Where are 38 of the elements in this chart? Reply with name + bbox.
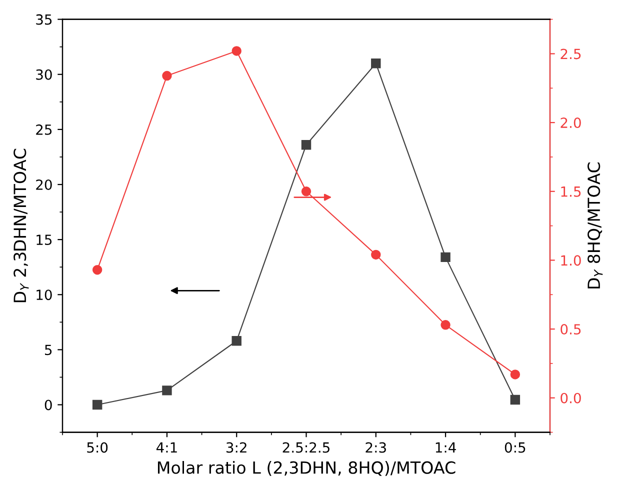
point — [162, 386, 172, 396]
y-tick-label: 5 — [45, 344, 52, 356]
y-tick-label: 25 — [36, 124, 52, 135]
x-tick-label: 2:3 — [366, 442, 386, 453]
y-tick-label: 0 — [44, 400, 52, 410]
y2-tick-label: 1.5 — [561, 186, 581, 197]
point — [440, 252, 450, 262]
x-tick-label: 3:2 — [226, 442, 246, 453]
point — [440, 320, 450, 330]
x-axis-title: Molar ratio L (2,3DHN, 8HQ)/MTOAC — [158, 461, 456, 476]
point — [162, 70, 172, 81]
point — [510, 394, 520, 405]
y-tick-label: 30 — [36, 69, 52, 80]
y-tick-label: 35 — [36, 14, 52, 25]
x-tick-label: 2.5:2.5 — [282, 442, 330, 453]
point — [232, 336, 242, 346]
y-axis-title: D$_{Y}$ 2,3DHN/MTOAC — [14, 148, 29, 302]
x-tick-label: 5:0 — [87, 442, 108, 453]
y2-tick-label: 2.5 — [560, 48, 581, 60]
y2-tick-label: 2.0 — [560, 118, 581, 128]
point — [371, 250, 381, 260]
point — [371, 58, 381, 68]
y2-tick-label: 0.0 — [560, 392, 581, 404]
x-tick-label: 0:5 — [504, 442, 526, 453]
point — [510, 370, 520, 380]
y-tick-label: 15 — [36, 234, 52, 246]
y-tick-label: 10 — [36, 290, 52, 300]
y2-tick-label: 0.5 — [560, 324, 581, 335]
x-tick-label: 1:4 — [436, 442, 456, 453]
x-tick-label: 4:1 — [156, 442, 177, 453]
y2-tick-label: 1.0 — [561, 255, 581, 266]
y2-axis-title: D$_{Y}$ 8HQ/MTOAC — [588, 162, 603, 288]
point — [92, 400, 102, 410]
y-tick-label: 20 — [36, 179, 52, 190]
point — [301, 186, 312, 196]
point — [232, 46, 242, 56]
point — [92, 264, 102, 275]
point — [301, 140, 312, 150]
